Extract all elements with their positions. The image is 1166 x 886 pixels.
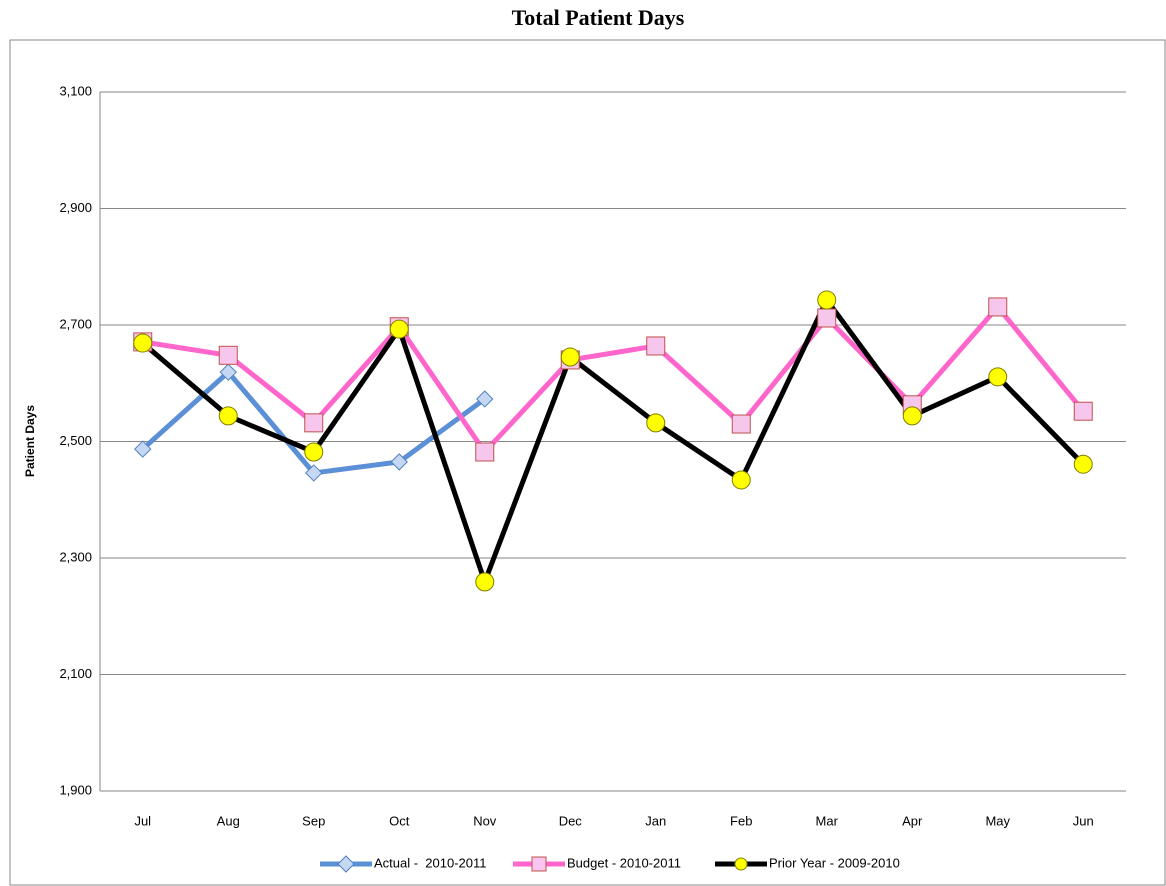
data-point bbox=[731, 470, 751, 490]
legend-label: Actual - 2010-2011 bbox=[374, 855, 487, 870]
data-point bbox=[731, 414, 751, 434]
y-axis-label: Patient Days bbox=[23, 405, 37, 477]
y-tick-label: 2,900 bbox=[59, 200, 92, 215]
x-tick-label: Dec bbox=[559, 813, 583, 828]
data-point bbox=[1073, 401, 1093, 421]
data-point bbox=[218, 345, 238, 365]
x-tick-label: Feb bbox=[730, 813, 752, 828]
data-point bbox=[988, 297, 1008, 317]
x-tick-label: Apr bbox=[902, 813, 923, 828]
data-point bbox=[817, 290, 837, 310]
legend-label: Budget - 2010-2011 bbox=[567, 855, 681, 870]
data-point bbox=[304, 413, 324, 433]
data-point bbox=[476, 390, 494, 408]
legend-marker bbox=[734, 857, 748, 871]
data-point bbox=[560, 347, 580, 367]
chart-title: Total Patient Days bbox=[512, 5, 685, 30]
data-point bbox=[218, 406, 238, 426]
data-point bbox=[305, 464, 323, 482]
legend-marker bbox=[337, 855, 355, 873]
x-tick-label: Jul bbox=[134, 813, 151, 828]
series-line bbox=[141, 297, 1086, 585]
y-tick-label: 2,500 bbox=[59, 433, 92, 448]
data-point bbox=[1073, 454, 1093, 474]
x-tick-label: Jun bbox=[1073, 813, 1094, 828]
data-point bbox=[390, 453, 408, 471]
y-tick-label: 2,700 bbox=[59, 316, 92, 331]
legend-marker bbox=[531, 856, 547, 872]
series-line bbox=[142, 304, 1086, 455]
y-tick-label: 3,100 bbox=[59, 83, 92, 98]
y-tick-label: 1,900 bbox=[59, 782, 92, 797]
data-point bbox=[646, 413, 666, 433]
x-tick-label: Aug bbox=[217, 813, 240, 828]
legend-label: Prior Year - 2009-2010 bbox=[769, 855, 900, 870]
data-point bbox=[134, 440, 152, 458]
x-tick-label: Jan bbox=[645, 813, 666, 828]
x-tick-label: Oct bbox=[389, 813, 410, 828]
data-point bbox=[646, 336, 666, 356]
data-point bbox=[389, 319, 409, 339]
data-point bbox=[304, 442, 324, 462]
data-point bbox=[475, 572, 495, 592]
data-point bbox=[902, 406, 922, 426]
x-tick-label: Mar bbox=[816, 813, 839, 828]
data-point bbox=[475, 442, 495, 462]
data-point bbox=[817, 308, 837, 328]
data-point bbox=[988, 367, 1008, 387]
data-point bbox=[219, 363, 237, 381]
x-tick-label: Nov bbox=[473, 813, 497, 828]
data-point bbox=[133, 333, 153, 353]
chart-border bbox=[9, 39, 1166, 886]
x-tick-label: Sep bbox=[302, 813, 325, 828]
y-tick-label: 2,100 bbox=[59, 666, 92, 681]
x-tick-label: May bbox=[985, 813, 1010, 828]
y-tick-label: 2,300 bbox=[59, 549, 92, 564]
